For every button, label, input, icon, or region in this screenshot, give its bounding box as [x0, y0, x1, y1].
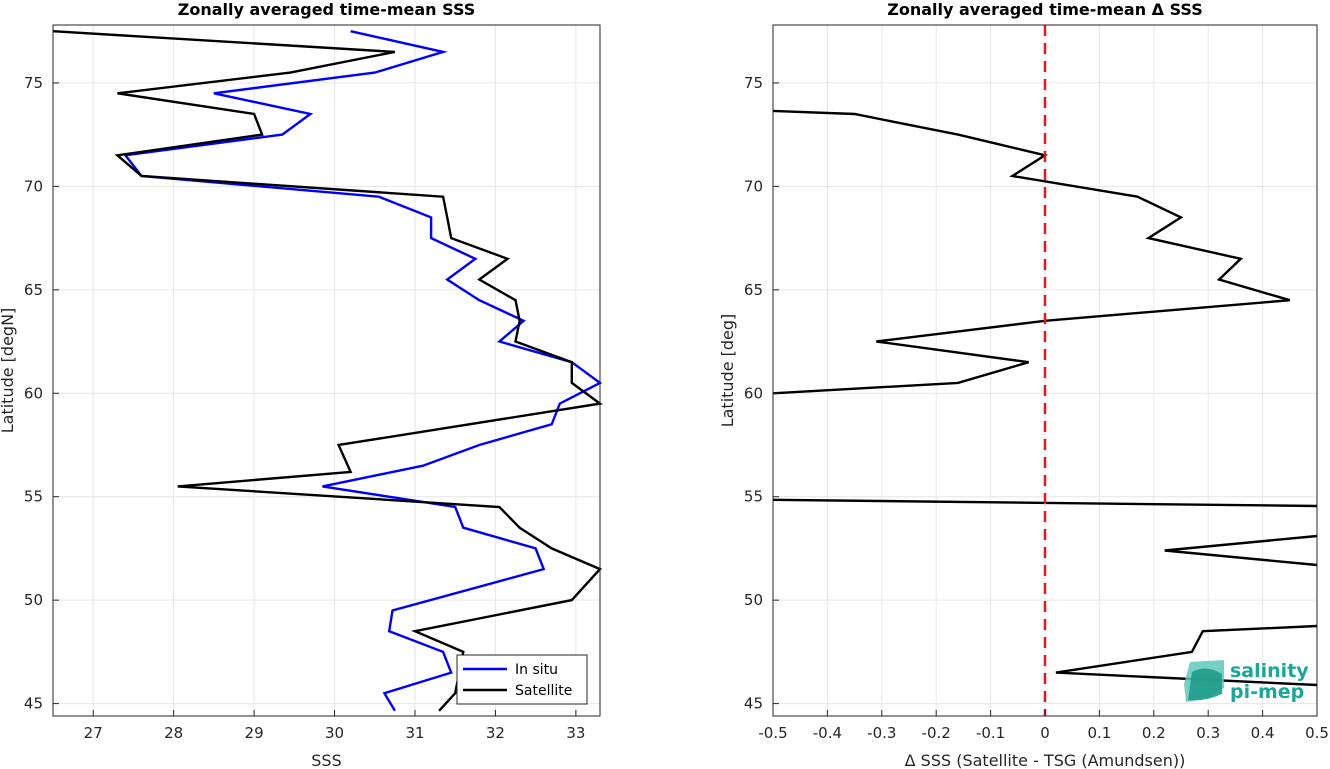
delta-ticks: -0.5 -0.4 -0.3 -0.2 -0.1 0 0.1 0.2 0.3 0.4 0.5 45 50… — [744, 74, 1329, 742]
x-tick-label: -0.2 — [922, 724, 951, 742]
x-tick-label: 27 — [84, 724, 103, 742]
delta-x-axis-label: Δ SSS (Satellite - TSG (Amundsen)) — [905, 751, 1186, 769]
legend-label-in-situ: In situ — [515, 662, 558, 678]
delta-series-line — [1164, 534, 1318, 567]
x-tick-label: 33 — [566, 724, 585, 742]
y-tick-label: 45 — [744, 695, 763, 713]
y-tick-label: 50 — [24, 591, 43, 609]
delta-sss-panel: -0.5 -0.4 -0.3 -0.2 -0.1 0 0.1 0.2 0.3 0.4 0.5 45 50… — [718, 0, 1329, 769]
y-tick-label: 70 — [24, 177, 43, 195]
y-tick-label: 65 — [744, 281, 763, 299]
logo-line-2: pi-mep — [1230, 681, 1304, 703]
delta-y-axis-label: Latitude [deg] — [718, 314, 737, 428]
y-tick-label: 50 — [744, 591, 763, 609]
sss-axes-frame — [52, 24, 601, 717]
sss-ticks: 27 28 29 30 31 32 33 45 50 55 60 65 70 75 — [24, 74, 586, 742]
salinity-pimep-logo: salinity pi-mep — [1184, 660, 1309, 703]
x-tick-label: -0.5 — [758, 724, 787, 742]
x-tick-label: 32 — [486, 724, 505, 742]
y-tick-label: 60 — [24, 384, 43, 402]
sss-panel: 27 28 29 30 31 32 33 45 50 55 60 65 70 75 Zonally ave… — [0, 0, 604, 769]
delta-series-line — [1055, 624, 1318, 687]
x-tick-label: 0.1 — [1087, 724, 1111, 742]
sss-grid — [53, 25, 600, 716]
y-tick-label: 70 — [744, 177, 763, 195]
delta-series — [772, 109, 1318, 687]
sss-chart-title: Zonally averaged time-mean SSS — [178, 0, 476, 19]
plot-area — [53, 25, 600, 716]
x-tick-label: 0 — [1040, 724, 1050, 742]
legend-box — [456, 654, 588, 705]
y-tick-label: 55 — [744, 488, 763, 506]
delta-series-line — [772, 109, 1291, 395]
x-tick-label: 0.4 — [1251, 724, 1275, 742]
sss-legend: In situ Satellite — [456, 654, 588, 705]
x-tick-label: 30 — [325, 724, 344, 742]
x-tick-label: -0.3 — [867, 724, 896, 742]
y-tick-label: 75 — [24, 74, 43, 92]
y-tick-label: 45 — [24, 695, 43, 713]
satellite-series-line — [52, 30, 604, 712]
x-tick-label: 29 — [245, 724, 264, 742]
x-tick-label: 28 — [164, 724, 183, 742]
legend-label-satellite: Satellite — [515, 683, 572, 699]
y-tick-label: 60 — [744, 384, 763, 402]
y-tick-label: 55 — [24, 488, 43, 506]
x-tick-label: 0.5 — [1305, 724, 1329, 742]
x-tick-label: 0.2 — [1142, 724, 1166, 742]
x-tick-label: -0.4 — [813, 724, 842, 742]
sss-series — [52, 30, 604, 712]
x-tick-label: -0.1 — [976, 724, 1005, 742]
logo-line-1: salinity — [1230, 660, 1309, 682]
logo-wave-mark-dark — [1188, 668, 1222, 701]
y-tick-label: 65 — [24, 281, 43, 299]
x-tick-label: 0.3 — [1196, 724, 1220, 742]
sss-y-axis-label: Latitude [degN] — [0, 308, 17, 434]
delta-chart-title: Zonally averaged time-mean Δ SSS — [887, 0, 1203, 19]
x-tick-label: 31 — [405, 724, 424, 742]
sss-x-axis-label: SSS — [311, 751, 341, 769]
y-tick-label: 75 — [744, 74, 763, 92]
